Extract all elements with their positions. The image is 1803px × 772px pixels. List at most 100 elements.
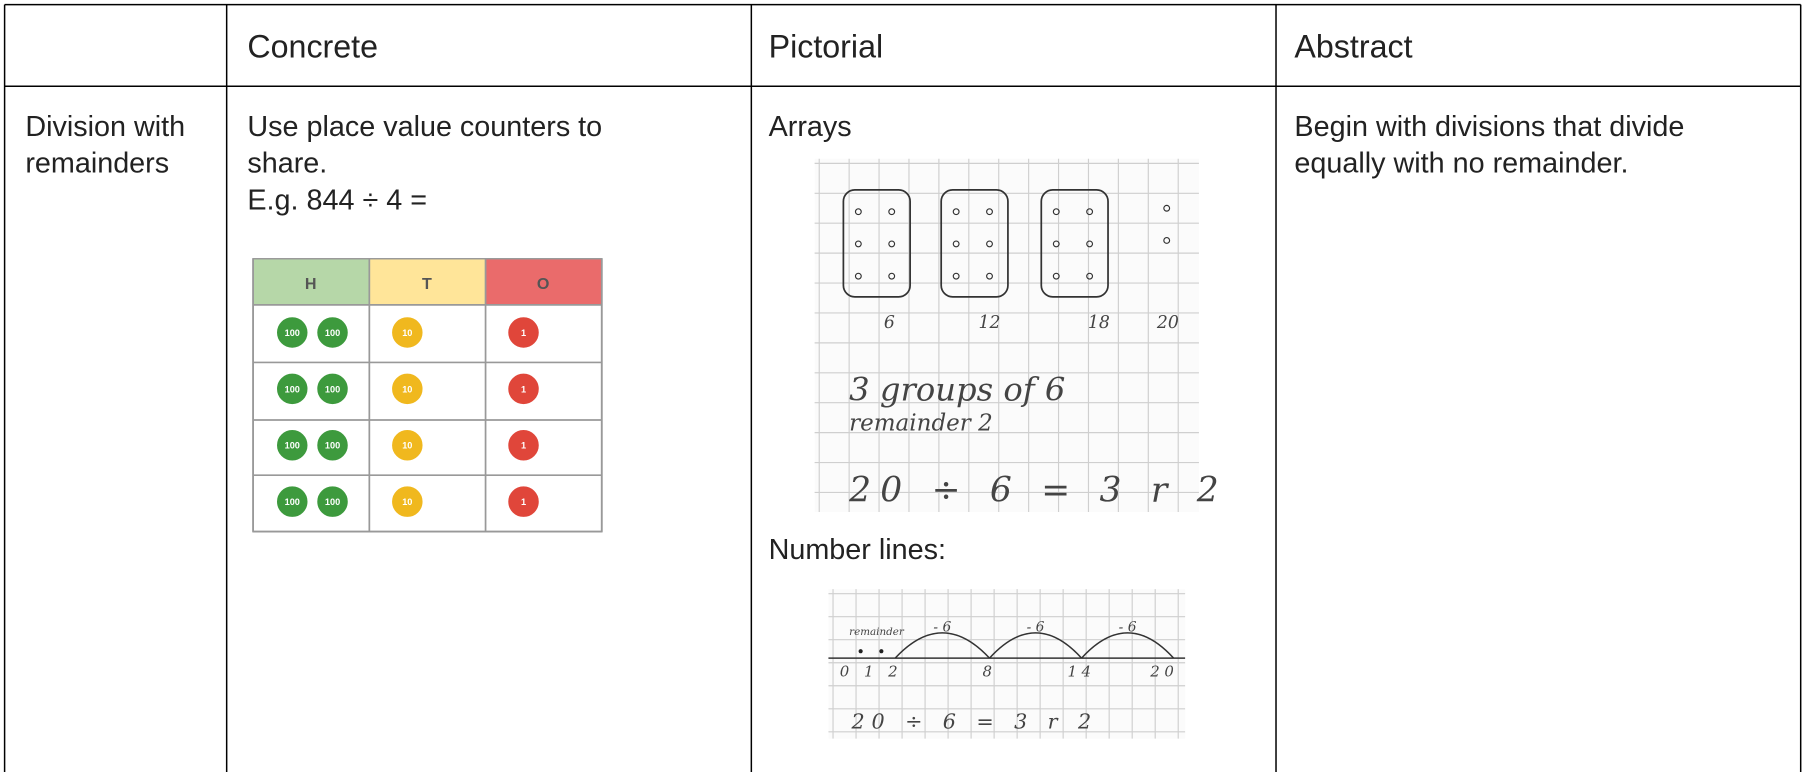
- counter-label: 100: [325, 384, 340, 394]
- counter-dot: [888, 272, 896, 280]
- number-line-image: - 6 - 6 - 6 remainder 0 1 2 8 14 20 20 ÷ 6 = 3 r 2: [828, 589, 1186, 739]
- counter: [315, 484, 350, 519]
- array-equation: 20 ÷ 6 = 3 r 2: [848, 471, 1228, 511]
- counter-dot: [854, 208, 862, 216]
- counter-label: 100: [285, 328, 300, 338]
- array-note: 3 groups of 6: [849, 370, 1065, 408]
- counter: [506, 315, 541, 350]
- row-label: Division with: [25, 111, 185, 143]
- counter-label: 100: [325, 497, 340, 507]
- counter-label: 100: [285, 441, 300, 451]
- counter: [390, 428, 425, 463]
- counter-dot: [952, 240, 960, 248]
- cell-heading: Number lines:: [769, 534, 946, 566]
- chart-header-label: H: [305, 275, 317, 293]
- group-outline: [842, 188, 911, 298]
- jump-arc: [988, 632, 1083, 659]
- counter: [315, 428, 350, 463]
- group-outline: [1040, 188, 1109, 298]
- counter-label: 10: [402, 384, 412, 394]
- counter: [506, 428, 541, 463]
- point-label: 1: [864, 663, 878, 681]
- column-header: Pictorial: [769, 29, 884, 65]
- counter-dot: [1052, 240, 1060, 248]
- point-label: 14: [1067, 663, 1095, 681]
- counter: [275, 428, 310, 463]
- counter: [315, 371, 350, 406]
- counter-dot: [854, 240, 862, 248]
- jump-arc: [894, 632, 991, 659]
- remainder-dot: [879, 649, 884, 654]
- counter-dot: [986, 240, 993, 248]
- counter: [275, 315, 310, 350]
- cell-text: E.g. 844 ÷ 4 =: [247, 184, 427, 216]
- counter: [506, 484, 541, 519]
- counter-label: 10: [402, 497, 412, 507]
- counter-label: 1: [521, 497, 526, 507]
- remainder-dot: [858, 649, 863, 654]
- array-total: 18: [1088, 313, 1110, 333]
- column-header: Abstract: [1294, 29, 1412, 65]
- row-label: remainders: [25, 148, 169, 180]
- counter-dot: [952, 272, 960, 280]
- jump-arc: [1081, 632, 1175, 659]
- counter-dot: [1086, 208, 1094, 216]
- counter-dot: [888, 240, 896, 248]
- chart-header-label: O: [537, 275, 550, 293]
- counter: [390, 315, 425, 350]
- chart-header-cell: [252, 258, 370, 306]
- array-note: remainder 2: [849, 410, 993, 436]
- point-label: 0: [840, 663, 854, 681]
- column-header: Concrete: [247, 29, 378, 65]
- place-value-chart: H T O 100 100 10 1 100 100 10 1 100 100 10 1 100 100 10 1: [252, 258, 603, 533]
- point-label: 20: [1149, 663, 1178, 681]
- chart-header-label: T: [422, 275, 432, 293]
- counter-label: 100: [285, 497, 300, 507]
- cell-text: equally with no remainder.: [1294, 148, 1628, 180]
- remainder-label: remainder: [849, 626, 905, 638]
- counter-label: 10: [402, 441, 412, 451]
- image-bg: [828, 589, 1186, 739]
- counter-dot: [952, 208, 960, 216]
- counter: [390, 371, 425, 406]
- chart-header-cell: [368, 258, 487, 306]
- counter-dot: [888, 208, 896, 216]
- counter-label: 1: [521, 441, 526, 451]
- number-line-equation: 20 ÷ 6 = 3 r 2: [850, 709, 1098, 733]
- counter-dot: [1052, 208, 1060, 216]
- counter-dot: [1163, 204, 1171, 212]
- jump-label: - 6: [933, 620, 951, 636]
- counter-dot: [1086, 272, 1094, 280]
- counter-label: 100: [285, 384, 300, 394]
- counter-dot: [986, 272, 993, 280]
- cell-text: Use place value counters to: [247, 111, 602, 143]
- counter-dot: [1086, 240, 1094, 248]
- counter-dot: [986, 208, 993, 216]
- point-label: 2: [887, 663, 902, 681]
- counter-label: 1: [521, 328, 526, 338]
- counter: [275, 371, 310, 406]
- group-outline: [940, 188, 1009, 298]
- cell-text: Begin with divisions that divide: [1294, 111, 1684, 143]
- counter: [315, 315, 350, 350]
- point-label: 8: [982, 663, 996, 681]
- cell-heading: Arrays: [769, 111, 852, 143]
- counter-dot: [854, 272, 862, 280]
- table-borders: [3, 3, 1802, 772]
- counter-dot: [1052, 272, 1060, 280]
- cell-text: share.: [247, 148, 327, 180]
- image-bg: [814, 158, 1199, 513]
- counter: [390, 484, 425, 519]
- counter-label: 100: [325, 328, 340, 338]
- jump-label: - 6: [1119, 620, 1137, 636]
- counter-label: 10: [402, 328, 412, 338]
- array-total: 6: [884, 313, 895, 333]
- counter: [506, 371, 541, 406]
- jump-label: - 6: [1027, 620, 1045, 636]
- counter-dot: [1163, 237, 1171, 244]
- counter: [275, 484, 310, 519]
